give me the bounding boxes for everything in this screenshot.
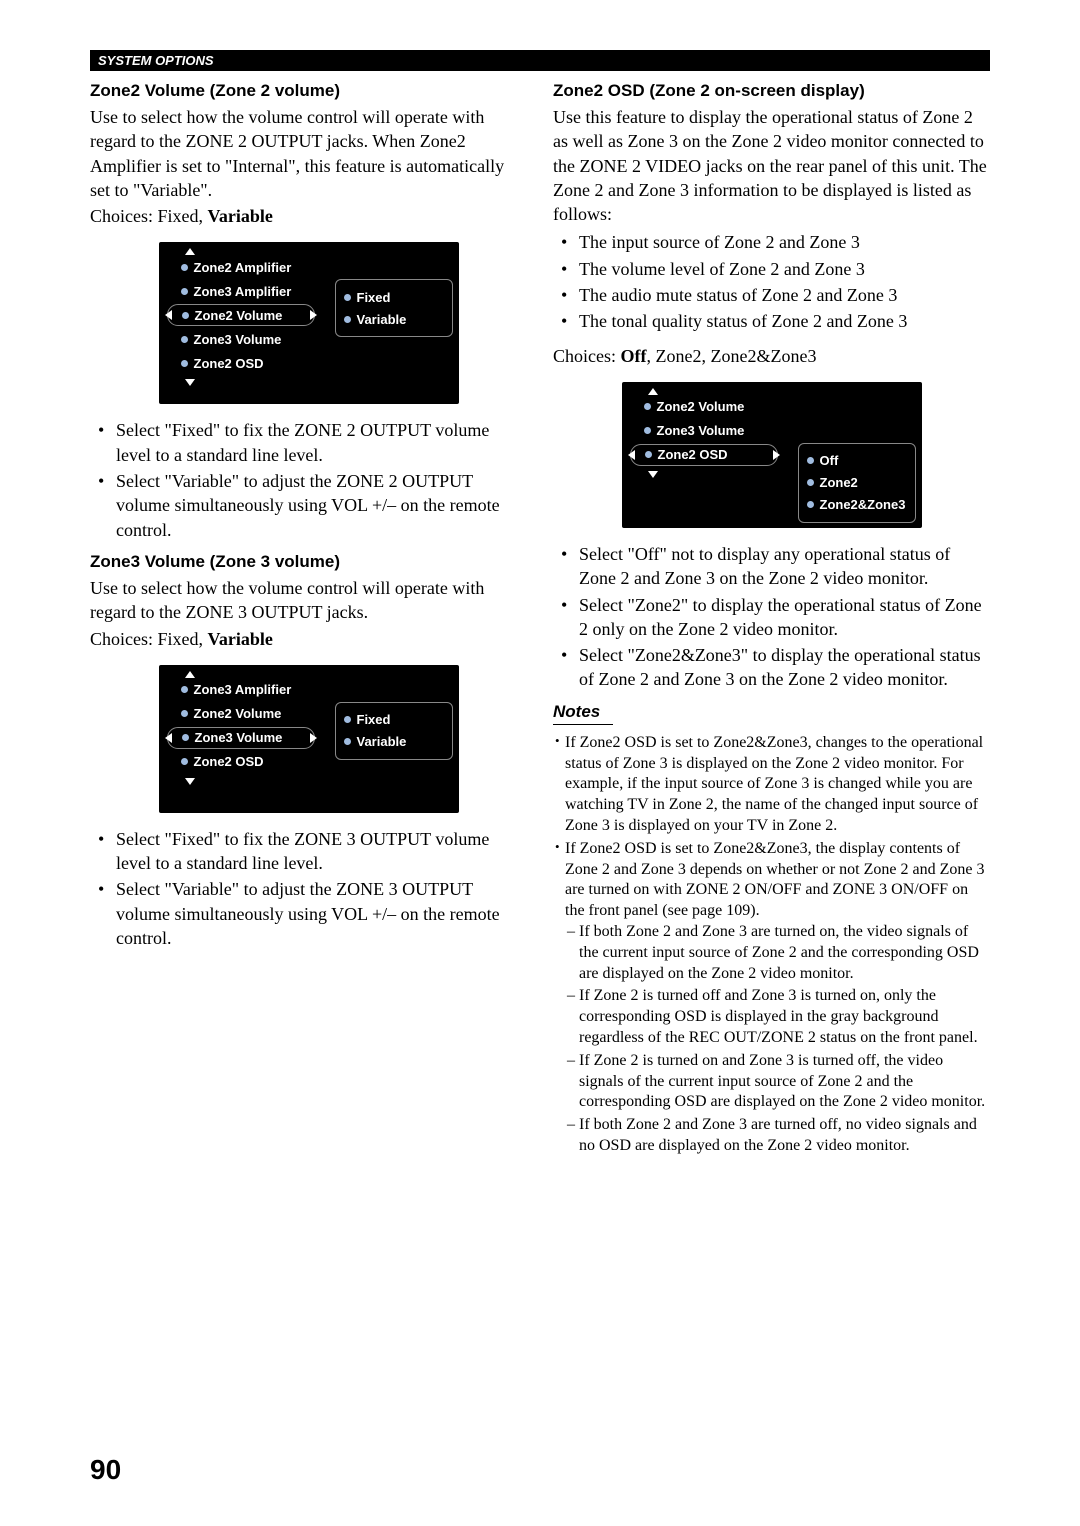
- osd-choices: Choices: Off, Zone2, Zone2&Zone3: [553, 344, 990, 368]
- zone2-volume-desc: Use to select how the volume control wil…: [90, 105, 527, 202]
- menu3-wrap: Zone2 Volume Zone3 Volume Zone2 OSD Off Zone…: [553, 382, 990, 528]
- notes-list: If Zone2 OSD is set to Zone2&Zone3, chan…: [553, 733, 990, 1157]
- note-sub-item: If Zone 2 is turned off and Zone 3 is tu…: [579, 986, 990, 1048]
- bullet-item: Select "Off" not to display any operatio…: [579, 542, 990, 591]
- menu-item-label: Zone2 OSD: [194, 754, 264, 769]
- menu1: Zone2 Amplifier Zone3 Amplifier Zone2 Volu…: [159, 242, 459, 404]
- notes-sublist: If both Zone 2 and Zone 3 are turned on,…: [565, 922, 990, 1157]
- menu-option-label: Fixed: [357, 290, 391, 305]
- bullet-item: Select "Variable" to adjust the ZONE 2 O…: [116, 469, 527, 542]
- list-item: The volume level of Zone 2 and Zone 3: [579, 257, 990, 281]
- menu-item-label: Zone2 Volume: [194, 706, 282, 721]
- bullet-item: Select "Fixed" to fix the ZONE 2 OUTPUT …: [116, 418, 527, 467]
- section-header: SYSTEM OPTIONS: [90, 50, 990, 71]
- choices-bold: Variable: [208, 206, 273, 226]
- choices-suffix: , Zone2, Zone2&Zone3: [647, 346, 817, 366]
- zone2-osd-desc: Use this feature to display the operatio…: [553, 105, 990, 226]
- menu-option-label: Off: [820, 453, 839, 468]
- menu-item-label: Zone2 OSD: [194, 356, 264, 371]
- menu2-wrap: Zone3 Amplifier Zone2 Volume Zone3 Volume Z…: [90, 665, 527, 813]
- menu-item-label: Zone2 Volume: [195, 308, 283, 323]
- note-sub-item: If Zone 2 is turned on and Zone 3 is tur…: [579, 1051, 990, 1113]
- choices-bold: Off: [621, 346, 647, 366]
- note-sub-item: If both Zone 2 and Zone 3 are turned on,…: [579, 922, 990, 984]
- right-column: Zone2 OSD (Zone 2 on-screen display) Use…: [553, 81, 990, 1163]
- menu-option-label: Zone2: [820, 475, 858, 490]
- menu-item-label: Zone3 Amplifier: [194, 284, 292, 299]
- menu-option-label: Variable: [357, 734, 407, 749]
- choices-bold: Variable: [208, 629, 273, 649]
- zone3-volume-choices: Choices: Fixed, Variable: [90, 627, 527, 651]
- zone3-volume-desc: Use to select how the volume control wil…: [90, 576, 527, 625]
- zone2-volume-choices: Choices: Fixed, Variable: [90, 204, 527, 228]
- note-sub-item: If both Zone 2 and Zone 3 are turned off…: [579, 1115, 990, 1157]
- menu-item-label: Zone2 OSD: [658, 447, 728, 462]
- menu2: Zone3 Amplifier Zone2 Volume Zone3 Volume Z…: [159, 665, 459, 813]
- zone2-volume-bullets: Select "Fixed" to fix the ZONE 2 OUTPUT …: [90, 418, 527, 541]
- note-text: If Zone2 OSD is set to Zone2&Zone3, the …: [565, 840, 984, 919]
- note-item: If Zone2 OSD is set to Zone2&Zone3, the …: [565, 839, 990, 1157]
- zone3-volume-title: Zone3 Volume (Zone 3 volume): [90, 552, 527, 572]
- osd-bullets: Select "Off" not to display any operatio…: [553, 542, 990, 692]
- menu-item-label: Zone3 Volume: [657, 423, 745, 438]
- list-item: The input source of Zone 2 and Zone 3: [579, 230, 990, 254]
- menu3: Zone2 Volume Zone3 Volume Zone2 OSD Off Zone…: [622, 382, 922, 528]
- menu-option-label: Zone2&Zone3: [820, 497, 906, 512]
- menu-item-label: Zone2 Volume: [657, 399, 745, 414]
- bullet-item: Select "Zone2" to display the operationa…: [579, 593, 990, 642]
- bullet-item: Select "Zone2&Zone3" to display the oper…: [579, 643, 990, 692]
- list-item: The tonal quality status of Zone 2 and Z…: [579, 309, 990, 333]
- note-item: If Zone2 OSD is set to Zone2&Zone3, chan…: [565, 733, 990, 837]
- choices-prefix: Choices: Fixed,: [90, 629, 208, 649]
- choices-prefix: Choices: Fixed,: [90, 206, 208, 226]
- two-column-layout: Zone2 Volume (Zone 2 volume) Use to sele…: [90, 81, 990, 1163]
- bullet-item: Select "Variable" to adjust the ZONE 3 O…: [116, 877, 527, 950]
- list-item: The audio mute status of Zone 2 and Zone…: [579, 283, 990, 307]
- menu1-wrap: Zone2 Amplifier Zone3 Amplifier Zone2 Volu…: [90, 242, 527, 404]
- menu-item-label: Zone3 Volume: [194, 332, 282, 347]
- notes-heading: Notes: [553, 702, 613, 725]
- bullet-item: Select "Fixed" to fix the ZONE 3 OUTPUT …: [116, 827, 527, 876]
- zone2-volume-title: Zone2 Volume (Zone 2 volume): [90, 81, 527, 101]
- left-column: Zone2 Volume (Zone 2 volume) Use to sele…: [90, 81, 527, 1163]
- choices-prefix: Choices:: [553, 346, 621, 366]
- zone2-osd-title: Zone2 OSD (Zone 2 on-screen display): [553, 81, 990, 101]
- menu-option-label: Variable: [357, 312, 407, 327]
- menu-item-label: Zone2 Amplifier: [194, 260, 292, 275]
- menu-option-label: Fixed: [357, 712, 391, 727]
- zone3-volume-bullets: Select "Fixed" to fix the ZONE 3 OUTPUT …: [90, 827, 527, 950]
- menu-item-label: Zone3 Volume: [195, 730, 283, 745]
- menu-item-label: Zone3 Amplifier: [194, 682, 292, 697]
- page-number: 90: [90, 1454, 121, 1486]
- osd-feature-list: The input source of Zone 2 and Zone 3 Th…: [553, 230, 990, 333]
